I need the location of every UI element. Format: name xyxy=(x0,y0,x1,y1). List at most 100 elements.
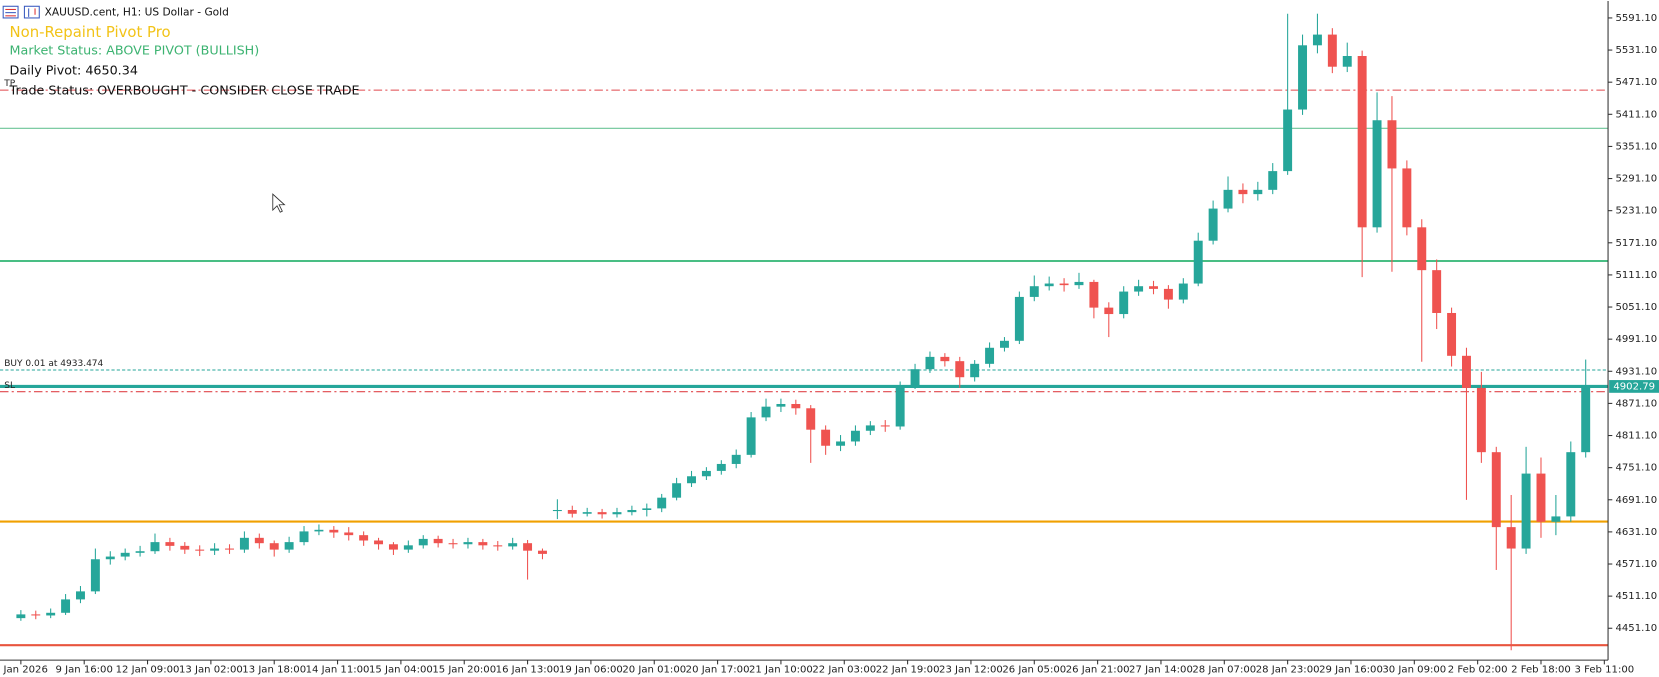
x-tick-label: 22 Jan 03:00 xyxy=(812,665,876,676)
candle-body xyxy=(418,538,428,546)
candle-body xyxy=(1000,340,1009,348)
candle-body xyxy=(1462,355,1471,388)
y-tick-label: 5531.10 xyxy=(1615,45,1657,56)
candle-body xyxy=(970,363,980,378)
x-tick-label: 30 Jan 09:00 xyxy=(1382,665,1446,676)
x-tick-label: 20 Jan 17:00 xyxy=(686,665,750,676)
x-tick-label: 21 Jan 10:00 xyxy=(749,665,813,676)
candle-body xyxy=(269,543,279,550)
candle-body xyxy=(1417,227,1427,271)
candle-body xyxy=(1312,34,1322,46)
candle-body xyxy=(344,532,354,536)
y-tick-label: 5051.10 xyxy=(1615,302,1657,313)
candle-body xyxy=(1104,307,1114,315)
candle-body xyxy=(1506,527,1516,549)
candle-body xyxy=(850,430,860,442)
candle-body xyxy=(865,425,875,431)
candle-body xyxy=(701,470,711,477)
candle-body xyxy=(1327,34,1337,67)
candle-body xyxy=(105,556,115,560)
candle-body xyxy=(642,508,652,510)
level-label: SL xyxy=(4,381,15,391)
y-tick-label: 4811.10 xyxy=(1615,431,1657,442)
candles xyxy=(16,13,1591,651)
x-tick-label: 28 Jan 07:00 xyxy=(1192,665,1256,676)
candle-body xyxy=(1119,291,1129,315)
candle-body xyxy=(836,441,846,446)
candle-body xyxy=(1029,286,1039,297)
y-tick-label: 4991.10 xyxy=(1615,334,1657,345)
candle-body xyxy=(1342,56,1352,67)
candle-body xyxy=(150,542,160,552)
level-label: TP xyxy=(3,79,16,89)
candle-body xyxy=(1134,286,1144,292)
candle-body xyxy=(1283,109,1293,172)
candle-body xyxy=(1387,120,1397,169)
x-tick-label: 13 Jan 18:00 xyxy=(242,665,306,676)
symbol-label: XAUUSD.cent, H1: US Dollar - Gold xyxy=(45,6,229,19)
candle-body xyxy=(61,599,71,613)
x-tick-label: 26 Jan 21:00 xyxy=(1066,665,1130,676)
x-tick-label: 2 Feb 02:00 xyxy=(1448,665,1508,676)
candle-body xyxy=(538,550,547,554)
candle-body xyxy=(225,548,234,550)
x-tick-label: 13 Jan 02:00 xyxy=(179,665,243,676)
y-tick-label: 4871.10 xyxy=(1615,398,1657,409)
candle-body xyxy=(776,403,786,407)
x-tick-label: 23 Jan 12:00 xyxy=(939,665,1003,676)
y-tick-label: 5351.10 xyxy=(1615,141,1657,152)
candle-body xyxy=(1208,208,1218,241)
x-tick-label: 12 Jan 09:00 xyxy=(116,665,180,676)
y-tick-label: 5471.10 xyxy=(1615,77,1657,88)
x-tick-label: 14 Jan 11:00 xyxy=(306,665,370,676)
candle-body xyxy=(880,425,890,427)
candle-body xyxy=(135,551,145,553)
y-tick-label: 4451.10 xyxy=(1615,623,1657,634)
level-label: BUY 0.01 at 4933.474 xyxy=(4,359,103,369)
candle-body xyxy=(254,537,264,544)
icon xyxy=(23,5,40,19)
x-tick-label: 22 Jan 19:00 xyxy=(876,665,940,676)
candle-body xyxy=(120,552,130,557)
candle-body xyxy=(76,591,85,600)
x-tick-label: 2 Feb 18:00 xyxy=(1511,665,1571,676)
x-tick-label: 15 Jan 04:00 xyxy=(369,665,433,676)
candle-body xyxy=(687,476,696,484)
candle-body xyxy=(523,543,533,551)
candle-body xyxy=(239,537,249,550)
candle-body xyxy=(1298,45,1308,110)
x-tick-label: 9 Jan 16:00 xyxy=(55,665,112,676)
candle-body xyxy=(806,408,816,430)
candle-body xyxy=(672,483,682,498)
y-tick-label: 5291.10 xyxy=(1615,174,1657,185)
candle-body xyxy=(1253,189,1263,195)
candle-body xyxy=(1059,283,1069,286)
candle-body xyxy=(374,540,384,545)
x-tick-label: 29 Jan 16:00 xyxy=(1319,665,1383,676)
candle-body xyxy=(1566,452,1576,517)
y-tick-label: 4751.10 xyxy=(1615,463,1657,474)
candle-body xyxy=(925,356,935,370)
candle-body xyxy=(463,542,473,545)
candle-body xyxy=(1402,168,1412,228)
candle-body xyxy=(1044,283,1054,287)
candle-body xyxy=(165,542,175,546)
price-tag xyxy=(1609,380,1659,393)
candle-body xyxy=(478,542,488,546)
candle-body xyxy=(210,548,220,551)
candle-body xyxy=(1581,386,1591,453)
candle-body xyxy=(1193,240,1203,284)
y-tick-label: 5171.10 xyxy=(1615,238,1657,249)
candle-body xyxy=(1089,281,1099,308)
candle-body xyxy=(627,509,637,513)
x-tick-label: 15 Jan 20:00 xyxy=(432,665,496,676)
candle-body xyxy=(1476,387,1486,453)
candle-body xyxy=(597,512,607,515)
candle-body xyxy=(284,542,294,550)
candle-body xyxy=(552,509,562,512)
candle-body xyxy=(433,538,443,544)
x-tick-label: 8 Jan 2026 xyxy=(0,665,48,676)
candle-body xyxy=(1447,312,1457,356)
candle-body xyxy=(1178,283,1188,300)
candle-body xyxy=(716,463,726,471)
